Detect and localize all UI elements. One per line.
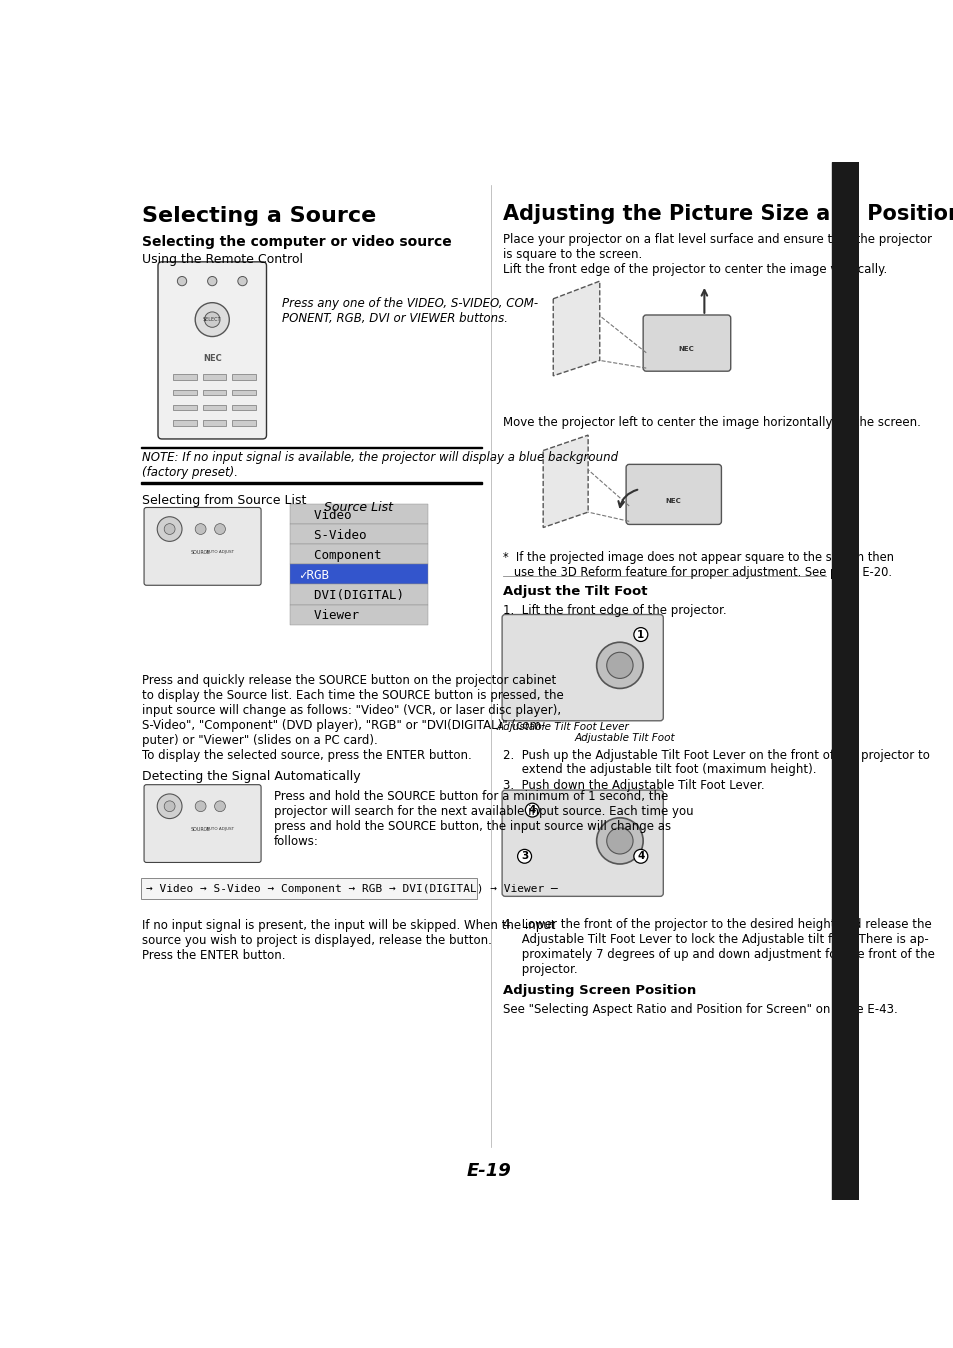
Bar [290, 504, 427, 524]
Text: Adjusting the Picture Size and Position: Adjusting the Picture Size and Position [502, 204, 953, 224]
Bar [290, 524, 427, 545]
Bar [233, 421, 255, 426]
Bar [203, 390, 226, 395]
FancyBboxPatch shape [501, 615, 662, 721]
Text: AUTO ADJUST: AUTO ADJUST [206, 550, 233, 554]
Circle shape [195, 523, 206, 534]
FancyBboxPatch shape [144, 785, 261, 863]
Circle shape [157, 516, 182, 542]
Text: ✓RGB: ✓RGB [298, 569, 329, 582]
Bar [173, 390, 196, 395]
Text: Press any one of the VIDEO, S-VIDEO, COM-
PONENT, RGB, DVI or VIEWER buttons.: Press any one of the VIDEO, S-VIDEO, COM… [282, 297, 537, 325]
FancyBboxPatch shape [158, 262, 266, 439]
Text: Using the Remote Control: Using the Remote Control [142, 252, 303, 266]
Text: NEC: NEC [678, 346, 694, 352]
Text: Adjustable Tilt Foot: Adjustable Tilt Foot [575, 733, 675, 743]
Text: 4: 4 [637, 852, 644, 861]
Text: Place your projector on a flat level surface and ensure that the projector
is sq: Place your projector on a flat level sur… [502, 233, 931, 260]
Text: Adjust the Tilt Foot: Adjust the Tilt Foot [502, 585, 647, 599]
Text: 3: 3 [520, 852, 528, 861]
Circle shape [633, 628, 647, 642]
Text: Lift the front edge of the projector to center the image vertically.: Lift the front edge of the projector to … [502, 263, 886, 276]
Text: Source List: Source List [324, 500, 393, 514]
Circle shape [214, 801, 225, 811]
Text: SOURCE: SOURCE [191, 550, 211, 554]
Text: NEC: NEC [203, 353, 221, 363]
Text: Adjustable Tilt Foot Lever: Adjustable Tilt Foot Lever [497, 721, 629, 732]
Text: DVI(DIGITAL): DVI(DIGITAL) [298, 589, 404, 601]
Bar [173, 375, 196, 380]
Text: 2.  Push up the Adjustable Tilt Foot Lever on the front of the projector to
    : 2. Push up the Adjustable Tilt Foot Leve… [502, 748, 929, 776]
Text: Press and hold the SOURCE button for a minimum of 1 second, the
projector will s: Press and hold the SOURCE button for a m… [274, 790, 693, 848]
Bar [173, 406, 196, 411]
Circle shape [606, 652, 633, 678]
Text: NEC: NEC [665, 497, 680, 504]
Bar [173, 421, 196, 426]
Text: Viewer: Viewer [298, 609, 358, 621]
Text: If no input signal is present, the input will be skipped. When the input
source : If no input signal is present, the input… [142, 919, 556, 962]
Text: Component: Component [298, 549, 381, 562]
Circle shape [177, 276, 187, 286]
Circle shape [195, 801, 206, 811]
Circle shape [204, 311, 220, 328]
Circle shape [517, 849, 531, 863]
Polygon shape [542, 435, 587, 527]
Text: → Video → S-Video → Component → RGB → DVI(DIGITAL) → Viewer ─: → Video → S-Video → Component → RGB → DV… [146, 884, 557, 894]
Bar [233, 390, 255, 395]
Text: Selecting the computer or video source: Selecting the computer or video source [142, 235, 452, 249]
Circle shape [237, 276, 247, 286]
Text: See "Selecting Aspect Ratio and Position for Screen" on page E-43.: See "Selecting Aspect Ratio and Position… [502, 1003, 897, 1015]
Circle shape [208, 276, 216, 286]
Bar [203, 375, 226, 380]
Text: 1.  Lift the front edge of the projector.: 1. Lift the front edge of the projector. [502, 604, 726, 617]
Circle shape [596, 642, 642, 689]
Text: Press and quickly release the SOURCE button on the projector cabinet
to display : Press and quickly release the SOURCE but… [142, 674, 563, 762]
Text: 1: 1 [637, 630, 644, 639]
Text: Move the projector left to center the image horizontally on the screen.: Move the projector left to center the im… [502, 417, 920, 429]
Circle shape [214, 523, 225, 534]
Text: Adjusting Screen Position: Adjusting Screen Position [502, 984, 696, 998]
Circle shape [164, 523, 174, 534]
Text: 4.  Lower the front of the projector to the desired height and release the
     : 4. Lower the front of the projector to t… [502, 918, 934, 976]
Text: Selecting a Source: Selecting a Source [142, 206, 376, 226]
Circle shape [633, 849, 647, 863]
Bar [141, 878, 476, 899]
FancyBboxPatch shape [144, 507, 261, 585]
Circle shape [164, 801, 174, 811]
FancyBboxPatch shape [625, 464, 720, 524]
Circle shape [195, 303, 229, 337]
Bar [203, 406, 226, 411]
Bar [290, 585, 427, 604]
FancyBboxPatch shape [501, 790, 662, 896]
Circle shape [525, 803, 538, 817]
Text: Detecting the Signal Automatically: Detecting the Signal Automatically [142, 770, 361, 783]
Text: 4: 4 [528, 805, 536, 816]
Bar [233, 375, 255, 380]
Text: Video: Video [298, 508, 352, 522]
Text: NOTE: If no input signal is available, the projector will display a blue backgro: NOTE: If no input signal is available, t… [142, 450, 618, 479]
Circle shape [157, 794, 182, 818]
Text: SELECT: SELECT [203, 317, 221, 322]
Text: Selecting from Source List: Selecting from Source List [142, 495, 307, 507]
Bar [290, 545, 427, 565]
Polygon shape [553, 282, 599, 376]
FancyBboxPatch shape [642, 315, 730, 371]
Text: AUTO ADJUST: AUTO ADJUST [206, 828, 233, 832]
Bar [831, 162, 858, 1200]
Text: SOURCE: SOURCE [191, 826, 211, 832]
Circle shape [596, 818, 642, 864]
Text: *  If the projected image does not appear square to the screen then
   use the 3: * If the projected image does not appear… [502, 550, 893, 578]
Circle shape [606, 828, 633, 855]
Bar [233, 406, 255, 411]
Text: 3.  Push down the Adjustable Tilt Foot Lever.: 3. Push down the Adjustable Tilt Foot Le… [502, 779, 763, 793]
Bar [290, 565, 427, 585]
Bar [290, 604, 427, 624]
Text: E-19: E-19 [466, 1162, 511, 1180]
Bar [203, 421, 226, 426]
Text: S-Video: S-Video [298, 528, 366, 542]
